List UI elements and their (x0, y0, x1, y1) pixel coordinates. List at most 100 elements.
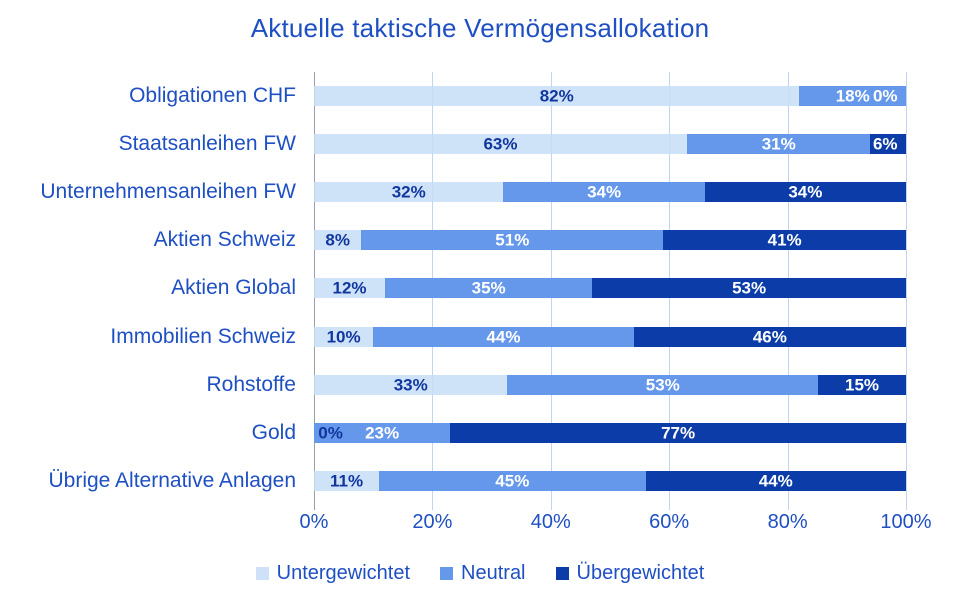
bar-segment-uebergewichtet (645, 470, 906, 491)
bar-track: 12% 35% 53% (314, 278, 906, 299)
chart-rows: Obligationen CHF 82% 18% 0% Staatsanleihen F… (0, 72, 906, 505)
legend: Untergewichtet Neutral Übergewichtet (0, 562, 960, 585)
bar-value-label: 46% (752, 327, 787, 347)
bar-track: 63% 31% 6% (314, 134, 906, 155)
bar-value-label: 63% (483, 134, 518, 154)
bar-segment-neutral (686, 134, 871, 155)
category-label: Gold (251, 420, 296, 444)
bar-segment-untergewichtet (314, 134, 687, 155)
bar-segment-untergewichtet (314, 182, 504, 203)
bar-value-label: 82% (539, 86, 574, 106)
legend-label: Neutral (461, 562, 526, 584)
bar-segment-neutral (507, 374, 819, 395)
category-label: Unternehmensanleihen FW (40, 180, 296, 204)
bar-value-label: 44% (758, 471, 793, 491)
chart-row: Obligationen CHF 82% 18% 0% (0, 72, 906, 120)
bar-segment-neutral (314, 422, 451, 443)
bar-segment-neutral (385, 278, 593, 299)
bar-track: 10% 44% 46% (314, 326, 906, 347)
chart-row: Gold 0% 23% 77% (0, 409, 906, 457)
category-label: Obligationen CHF (129, 84, 296, 108)
bar-value-label: 31% (761, 134, 796, 154)
x-axis: 0% 20% 40% 60% 80% 100% (300, 511, 932, 537)
category-label: Aktien Schweiz (153, 228, 296, 252)
bar-segment-untergewichtet (314, 278, 386, 299)
bar-value-label: 44% (486, 327, 521, 347)
bar-track: 33% 53% 15% (314, 374, 906, 395)
chart-row: Aktien Schweiz 8% 51% 41% (0, 216, 906, 264)
bar-value-label: 8% (325, 230, 350, 250)
bar-track: 0% 23% 77% (314, 422, 906, 443)
bar-value-label: 34% (788, 182, 823, 202)
x-tick-label: 80% (767, 511, 808, 533)
bar-value-label: 23% (365, 423, 400, 443)
bar-value-label: 53% (732, 278, 767, 298)
chart-row: Staatsanleihen FW 63% 31% 6% (0, 120, 906, 168)
bar-segment-neutral (503, 182, 705, 203)
bar-segment-uebergewichtet (818, 374, 906, 395)
category-label: Immobilien Schweiz (110, 324, 296, 348)
legend-swatch-uebergewichtet (555, 567, 569, 580)
bar-segment-uebergewichtet (633, 326, 906, 347)
chart-row: Übrige Alternative Anlagen 11% 45% 44% (0, 457, 906, 505)
x-tick-label: 0% (299, 511, 329, 533)
bar-segment-uebergewichtet (663, 230, 906, 251)
x-tick-label: 100% (880, 511, 932, 533)
bar-value-label: 77% (661, 423, 696, 443)
bar-segment-uebergewichtet (450, 422, 906, 443)
bar-value-label: 35% (471, 278, 506, 298)
category-label: Staatsanleihen FW (118, 132, 296, 156)
bar-value-label: 12% (332, 278, 367, 298)
legend-item-neutral: Neutral (440, 562, 526, 585)
x-tick-label: 60% (649, 511, 690, 533)
bar-value-label: 41% (767, 230, 802, 250)
category-label: Rohstoffe (206, 372, 296, 396)
bar-value-label: 45% (495, 471, 530, 491)
category-label: Aktien Global (171, 276, 296, 300)
bar-value-label: 34% (587, 182, 622, 202)
bar-segment-uebergewichtet (704, 182, 906, 203)
bar-segment-neutral (799, 86, 906, 107)
chart-row: Unternehmensanleihen FW 32% 34% 34% (0, 168, 906, 216)
legend-item-untergewichtet: Untergewichtet (255, 562, 411, 585)
x-tick-label: 20% (412, 511, 453, 533)
bar-value-label: 0% (872, 86, 898, 106)
legend-swatch-untergewichtet (255, 567, 269, 580)
category-label: Übrige Alternative Anlagen (48, 468, 297, 492)
bar-segment-untergewichtet (314, 86, 800, 107)
bar-value-label: 32% (391, 182, 426, 202)
bar-value-label: 51% (495, 230, 530, 250)
bar-value-label: 10% (326, 327, 361, 347)
bar-track: 11% 45% 44% (314, 470, 906, 491)
bar-segment-untergewichtet (314, 470, 380, 491)
bar-track: 82% 18% 0% (314, 86, 906, 107)
bar-value-label: 18% (835, 86, 870, 106)
bar-track: 8% 51% 41% (314, 230, 906, 251)
bar-value-label: 11% (330, 471, 364, 491)
bar-track: 32% 34% 34% (314, 182, 906, 203)
bar-segment-uebergewichtet (592, 278, 906, 299)
bar-segment-untergewichtet (314, 230, 362, 251)
bar-segment-untergewichtet (314, 326, 374, 347)
chart-title: Aktuelle taktische Vermögensallokation (250, 13, 710, 43)
legend-label: Übergewichtet (576, 562, 705, 584)
chart-row: Immobilien Schweiz 10% 44% 46% (0, 313, 906, 361)
bar-value-label: 6% (872, 134, 898, 154)
chart-row: Rohstoffe 33% 53% 15% (0, 361, 906, 409)
bar-segment-neutral (361, 230, 664, 251)
chart-row: Aktien Global 12% 35% 53% (0, 264, 906, 312)
x-tick-label: 40% (530, 511, 571, 533)
legend-swatch-neutral (440, 567, 454, 580)
gridline (906, 72, 907, 510)
legend-item-uebergewichtet: Übergewichtet (555, 562, 705, 585)
legend-label: Untergewichtet (276, 562, 411, 584)
bar-value-label: 33% (393, 375, 428, 395)
bar-value-label: 0% (318, 423, 343, 443)
bar-value-label: 53% (645, 375, 680, 395)
bar-segment-uebergewichtet (870, 134, 906, 155)
bar-segment-neutral (379, 470, 646, 491)
bar-segment-neutral (373, 326, 634, 347)
bar-value-label: 15% (845, 375, 880, 395)
bar-segment-untergewichtet (314, 374, 508, 395)
